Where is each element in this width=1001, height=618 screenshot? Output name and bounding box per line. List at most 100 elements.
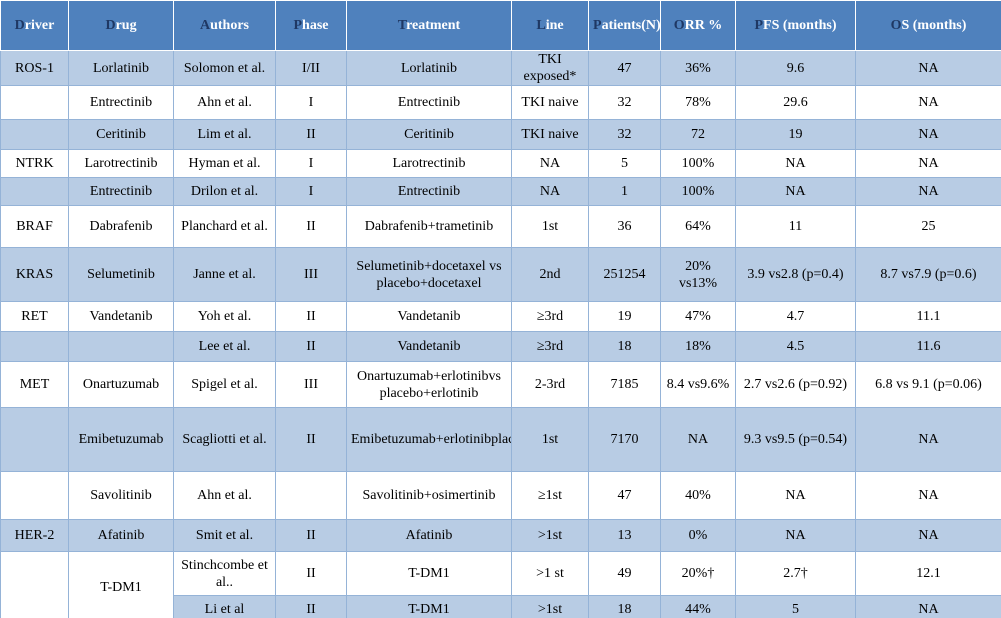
table-cell: III: [275, 247, 347, 302]
table-cell: Lorlatinib: [68, 50, 174, 86]
table-cell: KRAS: [0, 247, 69, 302]
table-row: Entrectinib Drilon et al. I Entrectinib NA 1 1…: [0, 177, 1001, 206]
table-cell: 2.7†: [735, 551, 856, 596]
table-cell: NA: [735, 471, 856, 520]
table-cell: BRAF: [0, 205, 69, 248]
table-cell: NA: [660, 407, 736, 472]
table-row: BRAF Dabrafenib Planchard et al. II Dabrafen…: [0, 205, 1001, 248]
table-cell: 4.7: [735, 301, 856, 332]
table-cell: Ahn et al.: [173, 85, 276, 120]
table-cell: II: [275, 519, 347, 552]
table-cell: Spigel et al.: [173, 361, 276, 408]
table-cell: TKI naive: [511, 119, 589, 150]
table-cell: 64%: [660, 205, 736, 248]
header-cell: Drug: [68, 0, 174, 51]
table-row: KRAS Selumetinib Janne et al. III Selumetini…: [0, 247, 1001, 302]
table-cell: >1st: [511, 519, 589, 552]
table-cell: 251254: [588, 247, 661, 302]
header-cell: Driver: [0, 0, 69, 51]
table-cell: [275, 471, 347, 520]
table-cell: Solomon et al.: [173, 50, 276, 86]
table-cell: Li et al: [173, 595, 276, 618]
header-cell: Patients(N): [588, 0, 661, 51]
table-cell: 18: [588, 595, 661, 618]
table-cell: Dabrafenib+trametinib: [346, 205, 512, 248]
table-cell: Selumetinib+docetaxel vs placebo+docetax…: [346, 247, 512, 302]
table-cell: TKI naive: [511, 85, 589, 120]
header-cell: Phase: [275, 0, 347, 51]
table-cell: Afatinib: [346, 519, 512, 552]
header-row: Driver Drug Authors Phase Treatment Line Patie…: [0, 0, 1001, 51]
table-cell: Savolitinib+osimertinib: [346, 471, 512, 520]
table-cell: T-DM1: [68, 551, 174, 618]
table-cell: >1 st: [511, 551, 589, 596]
header-cell: PFS (months): [735, 0, 856, 51]
table-cell: Drilon et al.: [173, 177, 276, 206]
table-row: NTRK Larotrectinib Hyman et al. I Larotrecti…: [0, 149, 1001, 178]
table-cell: Entrectinib: [68, 85, 174, 120]
table-cell: 11.1: [855, 301, 1001, 332]
table-row: Emibetuzumab Scagliotti et al. II Emibetuzu…: [0, 407, 1001, 472]
header-cell: Authors: [173, 0, 276, 51]
table-cell: 4.5: [735, 331, 856, 362]
table-cell: Emibetuzumab+erlotinibplacebo+erlotinib: [346, 407, 512, 472]
table-cell: 47: [588, 50, 661, 86]
table-row: ROS-1 Lorlatinib Solomon et al. I/II Lorlati…: [0, 50, 1001, 86]
table-cell: NA: [511, 149, 589, 178]
table-cell: 36: [588, 205, 661, 248]
table-cell: Selumetinib: [68, 247, 174, 302]
table-cell: 18%: [660, 331, 736, 362]
table-cell: 20% vs13%: [660, 247, 736, 302]
table-cell: [0, 551, 69, 618]
table-cell: Ahn et al.: [173, 471, 276, 520]
table-cell: Savolitinib: [68, 471, 174, 520]
table-cell: Lorlatinib: [346, 50, 512, 86]
table-cell: Smit et al.: [173, 519, 276, 552]
table-row: T-DM1 Stinchcombe et al.. II T-DM1 >1 st 49 20…: [0, 551, 1001, 618]
table-cell: II: [275, 331, 347, 362]
table-cell: 47: [588, 471, 661, 520]
table-cell: 18: [588, 331, 661, 362]
table-cell: 36%: [660, 50, 736, 86]
header-cell: Line: [511, 0, 589, 51]
table-cell: T-DM1: [346, 595, 512, 618]
header-cell: Treatment: [346, 0, 512, 51]
table-row: HER-2 Afatinib Smit et al. II Afatinib >1st 13…: [0, 519, 1001, 552]
table-cell: [68, 331, 174, 362]
table-cell: II: [275, 205, 347, 248]
table-cell: III: [275, 361, 347, 408]
table-row: Savolitinib Ahn et al. Savolitinib+osimert…: [0, 471, 1001, 520]
table-cell: Ceritinib: [346, 119, 512, 150]
table-cell: 78%: [660, 85, 736, 120]
table-cell: 47%: [660, 301, 736, 332]
table-cell: NA: [855, 519, 1001, 552]
table-cell: II: [275, 301, 347, 332]
table-cell: 100%: [660, 177, 736, 206]
table-cell: Entrectinib: [346, 177, 512, 206]
table-row: RET Vandetanib Yoh et al. II Vandetanib ≥3rd 1…: [0, 301, 1001, 332]
table-cell: NA: [855, 407, 1001, 472]
table-cell: NA: [855, 149, 1001, 178]
table-cell: II: [275, 551, 347, 596]
table-cell: NTRK: [0, 149, 69, 178]
table-cell: Hyman et al.: [173, 149, 276, 178]
table-cell: NA: [855, 177, 1001, 206]
table-cell: Entrectinib: [346, 85, 512, 120]
table-cell: 1st: [511, 205, 589, 248]
table-cell: 8.7 vs7.9 (p=0.6): [855, 247, 1001, 302]
table-cell: ≥3rd: [511, 331, 589, 362]
table-cell: NA: [855, 119, 1001, 150]
table-cell: Ceritinib: [68, 119, 174, 150]
table-cell: II: [275, 119, 347, 150]
table-cell: 19: [735, 119, 856, 150]
table-cell: Vandetanib: [346, 331, 512, 362]
table-cell: RET: [0, 301, 69, 332]
table-cell: Afatinib: [68, 519, 174, 552]
table-cell: Scagliotti et al.: [173, 407, 276, 472]
table-cell: T-DM1: [346, 551, 512, 596]
table-row: MET Onartuzumab Spigel et al. III Onartuzuma…: [0, 361, 1001, 408]
table-cell: [0, 407, 69, 472]
table-cell: 13: [588, 519, 661, 552]
table-cell: NA: [511, 177, 589, 206]
